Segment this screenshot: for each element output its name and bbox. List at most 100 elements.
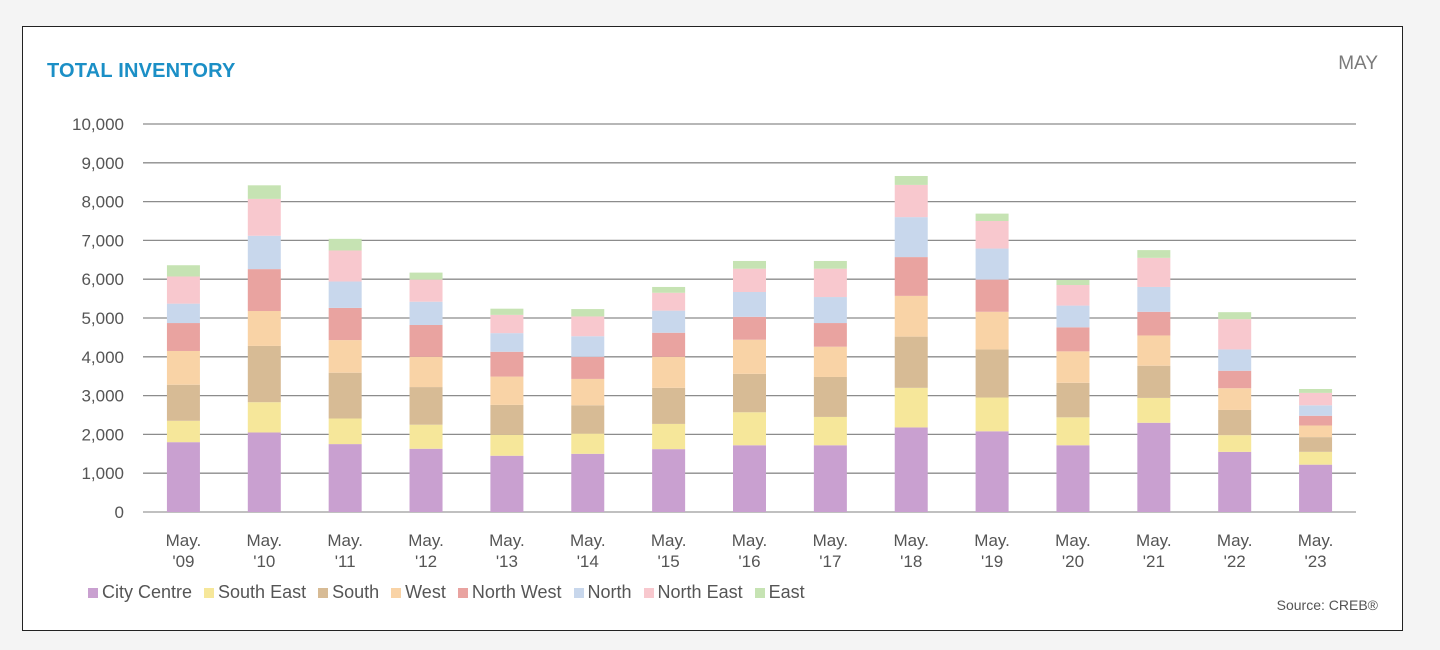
- legend-label: North East: [657, 582, 743, 602]
- y-tick-label: 0: [115, 503, 124, 522]
- legend-swatch: [318, 587, 329, 598]
- bar-segment: [409, 324, 443, 357]
- legend-item: South East: [204, 582, 306, 603]
- legend-swatch: [88, 587, 98, 598]
- bar-segment: [409, 424, 443, 449]
- bar-segment: [813, 376, 847, 417]
- bar-segment: [652, 292, 686, 311]
- bar-segment: [166, 276, 200, 304]
- bar-segment: [975, 397, 1009, 432]
- legend-swatch: [754, 587, 765, 598]
- y-tick-label: 1,000: [81, 464, 124, 483]
- y-tick-label: 9,000: [81, 154, 124, 173]
- bar-segment: [409, 301, 443, 325]
- legend-swatch: [573, 587, 584, 598]
- bar-segment: [1137, 397, 1171, 423]
- bar-segment: [166, 323, 200, 351]
- bar-segment: [1299, 389, 1333, 393]
- bar-segment: [1218, 435, 1252, 452]
- bar-segment: [328, 418, 362, 445]
- bar-segment: [1218, 388, 1252, 410]
- bar-segment: [328, 307, 362, 341]
- bar-segment: [652, 286, 686, 293]
- bar-segment: [652, 310, 686, 333]
- bar-segment: [571, 433, 605, 454]
- bar-segment: [409, 356, 443, 388]
- bar-segment: [328, 281, 362, 308]
- x-tick-label: May. '19: [974, 531, 1010, 571]
- legend-item: North West: [457, 582, 562, 603]
- bar-segment: [652, 449, 686, 512]
- bar-segment: [975, 431, 1009, 512]
- bar-segment: [733, 316, 766, 340]
- bar-segment: [1137, 311, 1171, 336]
- y-tick-label: 4,000: [81, 348, 124, 367]
- x-tick-label: May. '16: [732, 531, 768, 571]
- bar-segment: [813, 416, 847, 446]
- bar-segment: [894, 175, 928, 185]
- legend-item: North East: [643, 582, 743, 603]
- bar-segment: [166, 384, 200, 421]
- bar-segment: [894, 184, 928, 218]
- bar-segment: [247, 311, 281, 346]
- bar-segment: [571, 336, 605, 357]
- legend-item: West: [391, 582, 446, 603]
- bar-segment: [1299, 451, 1333, 465]
- bar-segment: [1299, 464, 1333, 512]
- y-tick-label: 8,000: [81, 193, 124, 212]
- x-tick-label: May. '13: [489, 531, 525, 571]
- bar-segment: [813, 346, 847, 377]
- bar-segment: [733, 373, 766, 413]
- legend-label: West: [405, 582, 446, 602]
- bar-segment: [813, 260, 847, 269]
- bar-segment: [490, 308, 524, 315]
- x-tick-label: May. '10: [247, 531, 283, 571]
- legend-item: City Centre: [88, 582, 192, 603]
- bar-segment: [1137, 422, 1171, 512]
- legend-item: East: [754, 582, 805, 603]
- bar-segment: [1299, 405, 1333, 416]
- bar-segment: [1299, 437, 1333, 452]
- bar-segment: [652, 332, 686, 357]
- bar-segment: [409, 448, 443, 512]
- x-tick-label: May. '12: [408, 531, 444, 571]
- legend-swatch: [204, 587, 215, 598]
- bar-segment: [975, 311, 1009, 350]
- x-tick-label: May. '15: [651, 531, 687, 571]
- bar-segment: [247, 269, 281, 312]
- bar-segment: [247, 402, 281, 433]
- bar-segment: [733, 260, 766, 269]
- bar-segment: [571, 378, 605, 406]
- bar-segment: [1056, 382, 1090, 418]
- bar-segment: [328, 250, 362, 282]
- legend-item: North: [573, 582, 632, 603]
- bar-segment: [1056, 305, 1090, 328]
- bar-segment: [1137, 335, 1171, 366]
- bar-segment: [166, 442, 200, 512]
- bar-segment: [247, 432, 281, 512]
- bar-segment: [409, 387, 443, 425]
- bar-segment: [328, 372, 362, 419]
- bar-segment: [490, 455, 524, 512]
- bar-segment: [490, 333, 524, 352]
- bar-segment: [652, 387, 686, 424]
- bar-segment: [1299, 415, 1333, 426]
- bar-segment: [894, 295, 928, 337]
- bar-segment: [247, 235, 281, 270]
- legend-label: City Centre: [102, 582, 193, 602]
- bar-segment: [733, 412, 766, 446]
- bar-segment: [1056, 445, 1090, 512]
- bar-segment: [1056, 417, 1090, 446]
- bar-segment: [409, 272, 443, 280]
- bar-segment: [490, 314, 524, 334]
- bar-segment: [247, 345, 281, 403]
- bar-segment: [571, 453, 605, 512]
- bar-segment: [1218, 409, 1252, 436]
- legend-label: North: [587, 582, 632, 602]
- bar-segment: [1137, 257, 1171, 287]
- bar-segment: [409, 279, 443, 302]
- bar-segment: [1056, 279, 1090, 286]
- bar-segment: [733, 445, 766, 512]
- legend-label: East: [768, 582, 805, 602]
- bar-segment: [1299, 392, 1333, 406]
